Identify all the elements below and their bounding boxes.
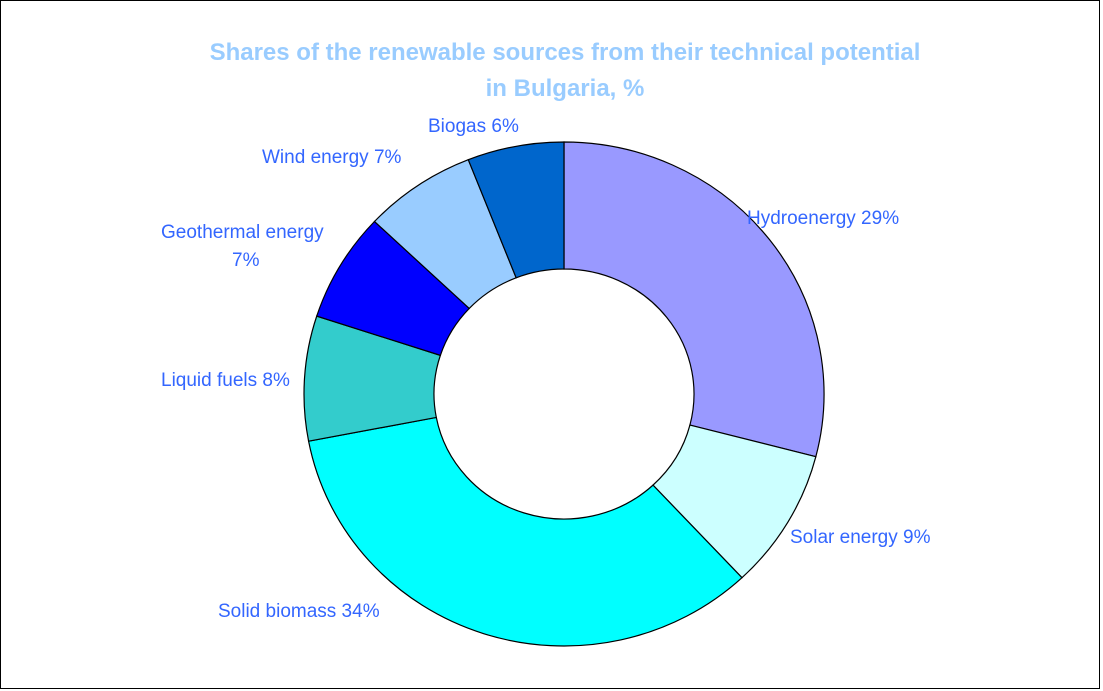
chart-title-line-1: Shares of the renewable sources from the…: [210, 39, 921, 66]
label-biogas: Biogas 6%: [428, 116, 519, 137]
slice-biogas: [467, 141, 565, 279]
slice-solid-biomass: [307, 416, 743, 647]
label-liquid-fuels: Liquid fuels 8%: [161, 370, 290, 391]
label-geothermal-energy-value: 7%: [232, 250, 260, 271]
chart-title-line-2: in Bulgaria, %: [486, 75, 645, 102]
label-geothermal-energy: Geothermal energy: [161, 222, 324, 243]
donut-slices: [303, 141, 825, 647]
label-wind-energy: Wind energy 7%: [262, 147, 402, 168]
slice-labels: Hydroenergy 29% Solar energy 9% Solid bi…: [161, 116, 931, 622]
slice-hydroenergy: [563, 141, 825, 458]
label-hydroenergy: Hydroenergy 29%: [747, 208, 899, 229]
label-solid-biomass: Solid biomass 34%: [218, 601, 380, 622]
label-solar-energy: Solar energy 9%: [790, 527, 931, 548]
